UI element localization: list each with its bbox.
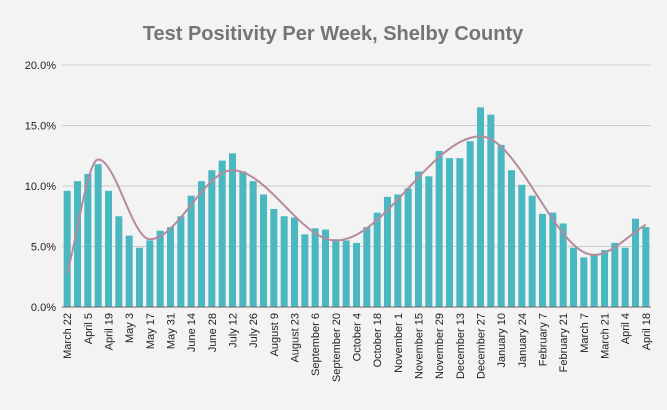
bar — [435, 150, 443, 307]
bar — [611, 242, 619, 307]
x-tick-label: January 24 — [517, 313, 529, 367]
bar — [73, 181, 82, 307]
bar — [549, 212, 557, 307]
x-tick-label: April 19 — [104, 313, 116, 350]
bar — [466, 141, 474, 307]
bar — [404, 188, 412, 307]
bar — [600, 250, 609, 307]
bar — [507, 170, 516, 307]
bar — [538, 213, 547, 307]
y-tick-label: 5.0% — [31, 242, 56, 254]
bar — [135, 247, 144, 307]
bar — [115, 216, 123, 307]
axis-layer: 0.0% 5.0% 10.0% 15.0% 20.0% March 22 April 5 Ap… — [25, 60, 653, 382]
y-tick-label: 15.0% — [25, 121, 56, 133]
bar — [642, 227, 650, 307]
x-tick-label: October 4 — [352, 313, 364, 361]
bar — [63, 190, 71, 307]
bar — [177, 216, 185, 307]
bar — [228, 153, 237, 307]
x-tick-label: July 26 — [248, 313, 260, 348]
chart-title: Test Positivity Per Week, Shelby County — [143, 23, 524, 45]
bar — [363, 227, 371, 307]
y-tick-label: 0.0% — [31, 302, 56, 314]
x-tick-label: September 20 — [331, 313, 343, 382]
bar — [84, 173, 92, 307]
bar — [125, 235, 133, 307]
bar — [394, 194, 402, 307]
x-tick-label: November 1 — [393, 313, 405, 373]
bar — [497, 144, 505, 307]
bar — [94, 164, 102, 307]
x-tick-label: August 23 — [290, 313, 302, 363]
bar — [280, 216, 288, 307]
bar — [528, 195, 536, 307]
bar — [197, 181, 206, 307]
bar — [414, 171, 423, 307]
bar — [590, 253, 598, 307]
x-tick-label: March 21 — [600, 313, 612, 359]
x-tick-label: December 27 — [476, 313, 488, 379]
x-tick-label: August 9 — [269, 313, 281, 356]
x-tick-label: March 22 — [62, 313, 74, 359]
bar — [487, 114, 495, 307]
bar — [569, 247, 578, 307]
x-tick-label: June 14 — [186, 313, 198, 352]
x-tick-label: March 7 — [579, 313, 591, 353]
trend-layer — [66, 135, 647, 274]
x-tick-label: December 13 — [455, 313, 467, 379]
x-tick-label: February 7 — [538, 313, 550, 366]
bar — [270, 208, 278, 307]
bar — [445, 158, 454, 307]
bar — [559, 223, 567, 307]
bar — [146, 240, 154, 307]
bar — [156, 230, 164, 307]
bars-layer — [63, 107, 650, 307]
x-tick-label: November 15 — [414, 313, 426, 379]
x-tick-label: May 17 — [145, 313, 157, 349]
bar — [456, 158, 464, 307]
x-tick-label: June 28 — [207, 313, 219, 352]
bar — [631, 218, 640, 307]
bar — [208, 170, 216, 307]
bar — [187, 195, 195, 307]
bar — [332, 239, 340, 307]
x-tick-label: February 21 — [558, 313, 570, 372]
y-tick-label: 20.0% — [25, 60, 56, 72]
bar — [239, 171, 247, 307]
x-tick-label: April 18 — [641, 313, 653, 350]
x-tick-label: November 29 — [434, 313, 446, 379]
bar — [342, 240, 350, 307]
x-tick-label: January 10 — [496, 313, 508, 367]
bar — [259, 194, 268, 307]
y-tick-label: 10.0% — [25, 181, 56, 193]
bar — [580, 257, 588, 307]
bar — [218, 160, 226, 307]
bar — [518, 184, 526, 307]
bar — [373, 212, 381, 307]
bar — [383, 196, 392, 307]
bar — [104, 190, 113, 307]
bar — [166, 227, 175, 307]
trendline — [66, 135, 647, 274]
bar — [425, 176, 433, 307]
bar — [476, 107, 485, 307]
bar — [290, 217, 299, 307]
x-tick-label: May 31 — [166, 313, 178, 349]
bar — [321, 229, 330, 307]
bar — [352, 242, 361, 307]
x-tick-label: May 3 — [124, 313, 136, 343]
bar — [249, 181, 257, 307]
bar — [621, 247, 629, 307]
bar — [311, 228, 319, 307]
x-tick-label: October 18 — [372, 313, 384, 367]
x-tick-label: July 12 — [228, 313, 240, 348]
bar — [301, 234, 309, 307]
x-tick-label: April 5 — [83, 313, 95, 344]
x-tick-label: April 4 — [620, 313, 632, 344]
x-tick-label: September 6 — [310, 313, 322, 376]
